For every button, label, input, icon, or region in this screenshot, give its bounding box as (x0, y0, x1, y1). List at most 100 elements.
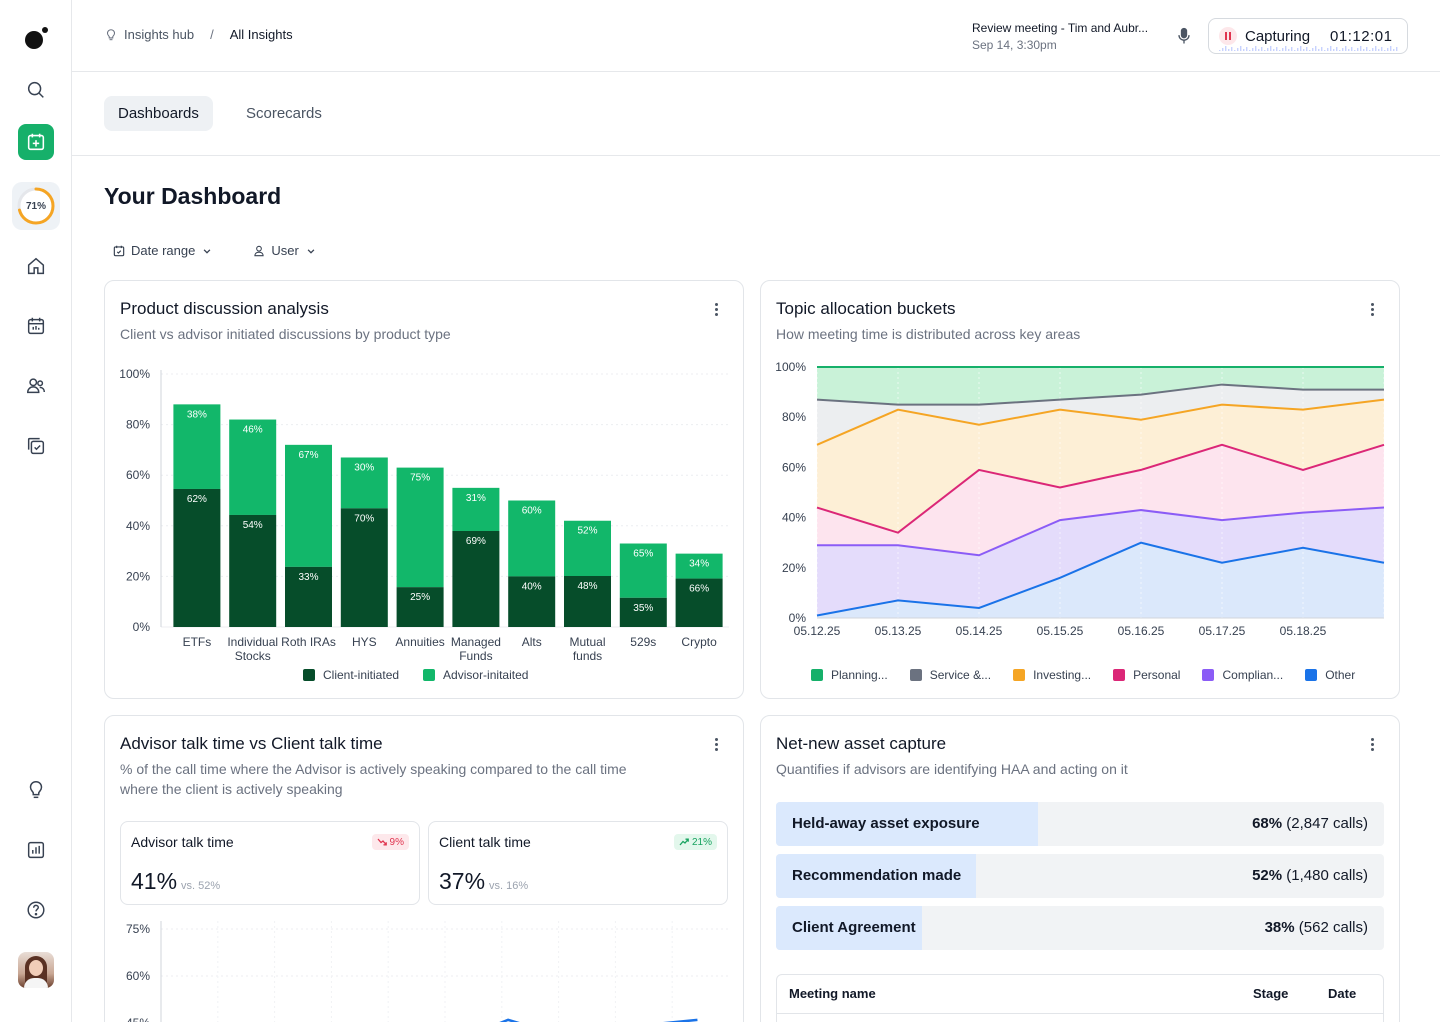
wave-bar (1318, 49, 1320, 51)
bar-label-client: 35% (633, 603, 653, 614)
progress-ring[interactable]: 71% (12, 182, 60, 230)
card-subtitle-line: where the client is actively speaking (120, 781, 343, 797)
add-meeting-icon[interactable] (18, 124, 54, 160)
stat-compare: vs. 16% (489, 880, 529, 892)
wave-bar (1375, 46, 1377, 51)
wave-bar (1267, 48, 1269, 51)
client-talk-stat[interactable]: Client talk time 21% 37% vs. 16% (428, 821, 728, 905)
report-icon[interactable] (18, 832, 54, 868)
user-avatar[interactable] (18, 952, 54, 988)
y-tick-label: 100% (119, 367, 150, 381)
wave-bar (1309, 50, 1311, 51)
help-icon[interactable] (18, 892, 54, 928)
users-icon[interactable] (18, 368, 54, 404)
wave-bar (1249, 50, 1251, 51)
bar-label-client: 66% (689, 584, 709, 595)
x-tick-label: Funds (459, 649, 492, 663)
wave-bar (1312, 48, 1314, 51)
funnel-label: Held-away asset exposure (792, 815, 980, 832)
x-tick-label: 05.18.25 (1280, 624, 1327, 638)
legend-swatch (909, 669, 922, 681)
y-tick-label: 0% (133, 620, 151, 634)
meetings-table: Meeting name Stage Date (776, 974, 1384, 1022)
pause-icon[interactable] (1219, 27, 1237, 45)
tab-bar: Dashboards Scorecards (72, 72, 1440, 156)
legend-item: Planning... (811, 668, 888, 682)
column-header-date[interactable]: Date (1328, 986, 1357, 1001)
breadcrumb-root[interactable]: Insights hub (124, 27, 195, 42)
bar-label-advisor: 34% (689, 559, 709, 570)
column-header-meeting-name[interactable]: Meeting name (789, 986, 876, 1001)
card-subtitle: Client vs advisor initiated discussions … (120, 326, 451, 342)
funnel-row[interactable]: Client Agreement 38% (562 calls) (776, 906, 1384, 950)
bar-label-advisor: 60% (522, 506, 542, 517)
advisor-talk-stat[interactable]: Advisor talk time 9% 41% vs. 52% (120, 821, 420, 905)
card-subtitle: % of the call time where the Advisor is … (120, 759, 627, 799)
brand-logo[interactable] (22, 26, 50, 50)
wave-bar (1276, 47, 1278, 51)
funnel-row[interactable]: Recommendation made 52% (1,480 calls) (776, 854, 1384, 898)
user-filter[interactable]: User (252, 243, 317, 258)
bar-segment-client (173, 488, 221, 627)
tab-dashboards[interactable]: Dashboards (104, 96, 213, 131)
wave-bar (1396, 47, 1398, 51)
bar-label-client: 25% (410, 592, 430, 603)
card-subtitle: Quantifies if advisors are identifying H… (776, 761, 1128, 777)
card-title: Net-new asset capture (776, 734, 947, 753)
stat-name: Advisor talk time (131, 834, 234, 850)
wave-bar (1255, 46, 1257, 51)
bar-segment-advisor (229, 419, 277, 515)
more-options-icon[interactable] (708, 301, 724, 317)
lightbulb-icon[interactable] (18, 772, 54, 808)
bar-label-client: 62% (187, 494, 207, 505)
date-range-label: Date range (131, 243, 196, 258)
legend-item: Personal (1113, 668, 1180, 682)
more-options-icon[interactable] (1364, 736, 1380, 752)
capture-label: Capturing (1245, 27, 1311, 45)
asset-capture-card: Net-new asset capture Quantifies if advi… (760, 715, 1400, 1022)
microphone-icon[interactable] (1174, 26, 1194, 46)
area-fill (817, 399, 1384, 533)
bar-segment-client (508, 576, 556, 627)
x-tick-label: 05.12.25 (794, 624, 841, 638)
meeting-time: Sep 14, 3:30pm (972, 38, 1057, 52)
more-options-icon[interactable] (1364, 301, 1380, 317)
date-range-filter[interactable]: Date range (112, 243, 214, 258)
series-line (816, 383, 1384, 406)
y-tick-label: 20% (782, 561, 806, 575)
calendar-icon[interactable] (18, 308, 54, 344)
wave-bar (1390, 46, 1392, 51)
left-rail: 71% (0, 0, 72, 1022)
y-tick-label: 80% (782, 410, 806, 424)
topic-allocation-card: Topic allocation buckets How meeting tim… (760, 280, 1400, 699)
wave-bar (1234, 50, 1236, 51)
bar-segment-client (564, 575, 611, 627)
audio-waveform (1219, 46, 1398, 51)
capture-status[interactable]: Capturing 01:12:01 (1208, 18, 1408, 54)
bar-segment-advisor (564, 520, 611, 576)
tab-scorecards[interactable]: Scorecards (246, 105, 322, 122)
funnel-pct: 68% (1252, 815, 1283, 832)
legend-swatch (811, 669, 823, 681)
wave-bar (1300, 46, 1302, 51)
funnel-row[interactable]: Held-away asset exposure 68% (2,847 call… (776, 802, 1384, 846)
breadcrumb-current: All Insights (229, 27, 293, 42)
wave-bar (1237, 48, 1239, 51)
more-options-icon[interactable] (708, 736, 724, 752)
y-tick-label: 40% (126, 519, 150, 533)
x-tick-label: Mutual (569, 635, 605, 649)
area-fill (817, 367, 1384, 405)
series-line (816, 541, 1385, 617)
column-header-stage[interactable]: Stage (1253, 986, 1289, 1001)
x-tick-label: 05.13.25 (875, 624, 922, 638)
search-icon[interactable] (18, 72, 54, 108)
home-icon[interactable] (18, 248, 54, 284)
tasks-icon[interactable] (18, 428, 54, 464)
funnel-calls: (2,847 calls) (1286, 815, 1368, 832)
legend-label: Complian... (1222, 668, 1284, 682)
area-fill (817, 542, 1384, 618)
progress-ring-label: 71% (25, 200, 46, 212)
current-meeting[interactable]: Review meeting - Tim and Aubr... Sep 14,… (972, 20, 1148, 54)
bar-label-client: 40% (522, 581, 542, 592)
legend-item: Client-initiated (303, 668, 399, 682)
